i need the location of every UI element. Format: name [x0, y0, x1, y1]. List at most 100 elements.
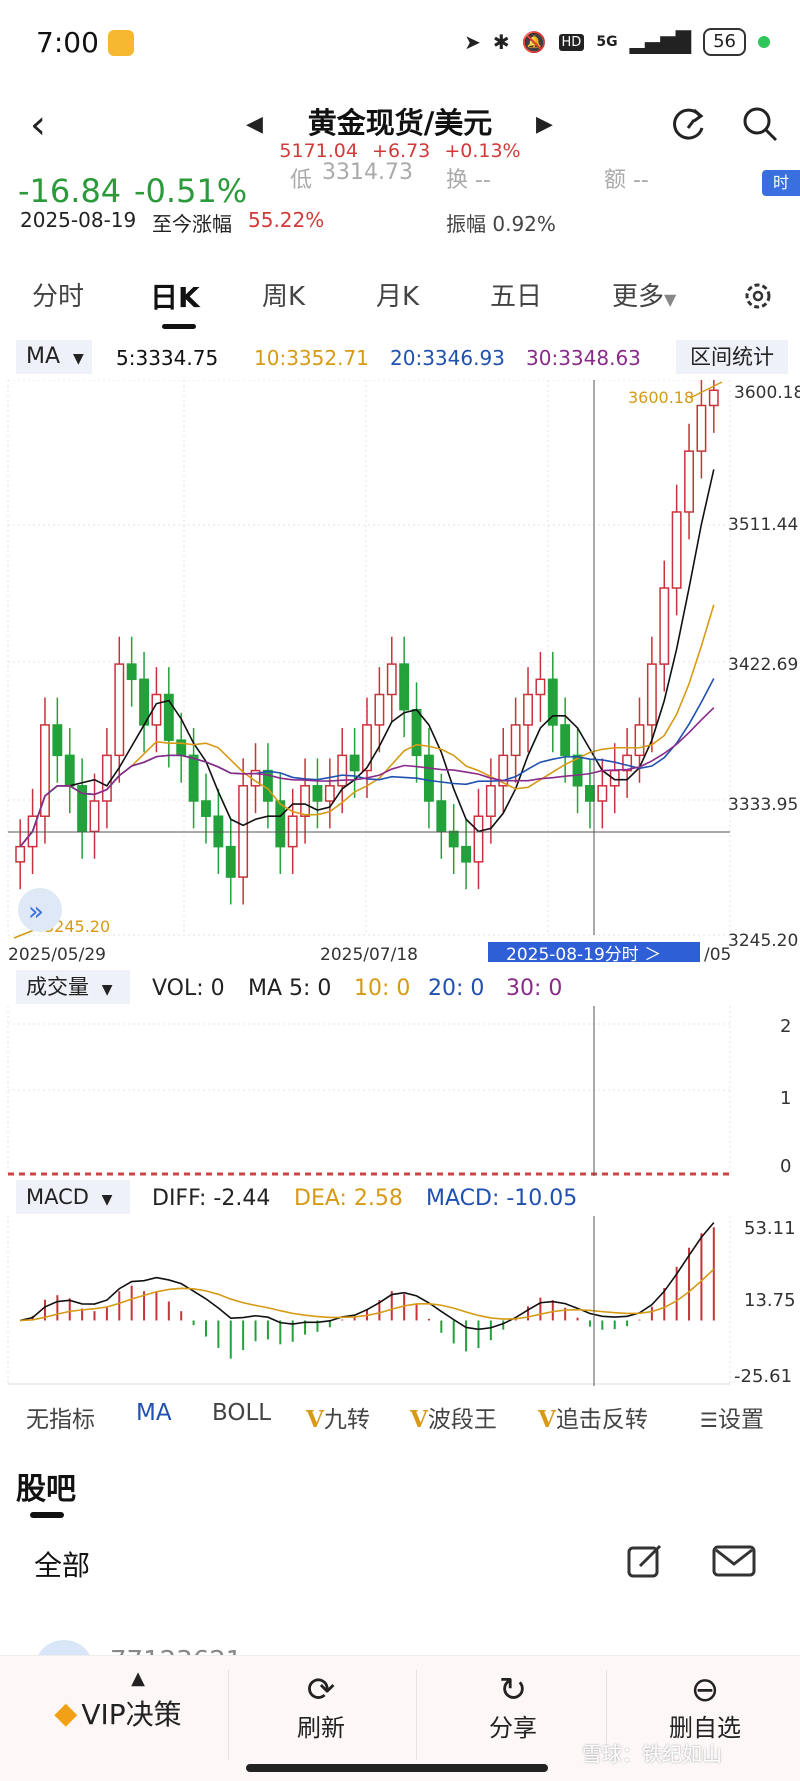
- candle-body: [349, 754, 360, 772]
- refresh-icon[interactable]: [668, 104, 708, 144]
- tab-more-label: 更多: [612, 282, 665, 312]
- y-label-3: 3422.69: [728, 655, 798, 675]
- macd-diff-line: [20, 1222, 715, 1331]
- indicator-jiuzhuan[interactable]: V九转: [306, 1400, 370, 1434]
- share-button[interactable]: ↻ 分享: [468, 1672, 558, 1743]
- candle-body: [634, 724, 645, 757]
- macd-diff: DIFF: -2.44: [152, 1186, 271, 1211]
- sliders-icon: ☰: [700, 1408, 718, 1432]
- indicator-none[interactable]: 无指标: [26, 1407, 95, 1433]
- candle-body: [201, 800, 211, 817]
- candle-body: [585, 785, 595, 802]
- mail-icon[interactable]: [712, 1544, 756, 1578]
- v-icon: V: [306, 1406, 324, 1433]
- candle-body: [684, 450, 694, 513]
- ma30-line: [19, 707, 715, 848]
- macd-chart: 53.11 13.75 -25.61: [7, 1216, 796, 1387]
- remove-label: 删自选: [669, 1714, 741, 1742]
- candle-body: [312, 785, 323, 802]
- tab-five-day[interactable]: 五日: [490, 282, 543, 312]
- vip-button[interactable]: ▲ ◆ VIP决策: [38, 1668, 198, 1733]
- range-stats-button[interactable]: 区间统计: [676, 340, 788, 374]
- volume-select[interactable]: 成交量 ▼: [16, 970, 130, 1004]
- minus-circle-icon: ⊖: [690, 1670, 720, 1710]
- v-icon: V: [410, 1406, 428, 1433]
- search-icon[interactable]: [740, 104, 780, 144]
- macd-select[interactable]: MACD ▼: [16, 1180, 130, 1214]
- tab-more[interactable]: 更多▼: [612, 276, 676, 313]
- next-stock-icon[interactable]: ▶: [536, 112, 553, 137]
- candle-body: [275, 800, 286, 848]
- back-icon[interactable]: ‹: [30, 102, 46, 148]
- time-badge[interactable]: 时: [762, 170, 800, 196]
- vip-label: VIP决策: [81, 1698, 182, 1731]
- candle-body: [411, 708, 422, 757]
- macd-y-label-1: 53.11: [744, 1218, 796, 1239]
- double-chevron-icon: »: [28, 897, 44, 927]
- x-label-mid: 2025/07/18: [320, 945, 418, 962]
- indicator-ma[interactable]: MA: [136, 1400, 172, 1426]
- indicator-boduan[interactable]: V波段王: [410, 1400, 497, 1434]
- candle-body: [287, 815, 298, 848]
- macd-value: MACD: -10.05: [426, 1186, 578, 1211]
- candlestick-chart[interactable]: 3600.18 3511.44 3422.69 3333.95 3245.20 …: [0, 380, 800, 962]
- gear-icon[interactable]: [742, 280, 774, 312]
- candle-body: [485, 785, 496, 817]
- candle-body: [708, 389, 719, 407]
- candle-body: [696, 404, 707, 452]
- candle-body: [572, 754, 583, 787]
- vol-y-label-2: 1: [780, 1088, 791, 1109]
- indicator-settings[interactable]: ☰设置: [700, 1400, 764, 1434]
- vip-diamond-icon: ◆: [54, 1695, 78, 1731]
- y-label-1: 3600.18: [734, 383, 800, 403]
- battery-icon: 56: [703, 28, 746, 56]
- prev-stock-icon[interactable]: ◀: [246, 112, 263, 137]
- candle-body: [64, 754, 75, 787]
- vol-value: VOL: 0: [152, 976, 225, 1001]
- candle-body: [89, 800, 100, 833]
- refresh-label: 刷新: [297, 1714, 345, 1742]
- home-indicator: [246, 1764, 548, 1772]
- vol-ma10: 10: 0: [354, 976, 411, 1001]
- ma-select[interactable]: MA ▼: [16, 340, 92, 374]
- chevron-down-icon: ▼: [101, 982, 113, 998]
- cursor-date-button[interactable]: [488, 942, 700, 962]
- vol-y-label-3: 0: [780, 1156, 791, 1176]
- change-abs: -16.84: [18, 172, 122, 210]
- indicator-boll[interactable]: BOLL: [212, 1400, 272, 1426]
- candle-body: [337, 754, 348, 787]
- macd-y-label-3: -25.61: [734, 1366, 792, 1387]
- candle-body: [510, 724, 521, 757]
- refresh-button[interactable]: ⟳ 刷新: [276, 1672, 366, 1743]
- tab-week-k[interactable]: 周K: [262, 282, 306, 312]
- low-value: 3314.73: [322, 160, 413, 185]
- ma5-line: [19, 469, 715, 848]
- ma10-value: 10:3352.71: [254, 346, 369, 370]
- amp-value: 0.92%: [492, 212, 556, 236]
- indicator-zhuiji[interactable]: V追击反转: [538, 1400, 648, 1434]
- remove-watchlist-button[interactable]: ⊖ 删自选: [650, 1672, 760, 1743]
- tab-month-k[interactable]: 月K: [376, 282, 420, 312]
- refresh-cycle-icon: ⟳: [306, 1670, 336, 1710]
- tab-day-k[interactable]: 日K: [150, 281, 200, 314]
- price-change-pct: +0.13%: [444, 140, 521, 162]
- macd-y-label-2: 13.75: [744, 1290, 796, 1311]
- candle-body: [535, 678, 546, 696]
- macd-histogram: [31, 1227, 715, 1359]
- macd-dea: DEA: 2.58: [294, 1186, 403, 1211]
- forum-filter-all[interactable]: 全部: [34, 1549, 91, 1582]
- page-title: 黄金现货/美元: [307, 106, 493, 140]
- x-label-end: /05: [704, 945, 731, 962]
- vol-ma30: 30: 0: [506, 976, 563, 1001]
- high-marker-line: [689, 381, 723, 399]
- macd-lines: [20, 1222, 715, 1331]
- expand-icon[interactable]: [18, 888, 62, 932]
- candle-body: [436, 800, 447, 833]
- candle-body: [622, 754, 633, 772]
- bottom-separator: [606, 1670, 607, 1760]
- edit-icon[interactable]: [626, 1542, 664, 1580]
- since-label: 至今涨幅: [152, 212, 232, 236]
- forum-title[interactable]: 股吧: [16, 1472, 76, 1507]
- indicator-jiuzhuan-label: 九转: [323, 1407, 370, 1433]
- tab-fenshi[interactable]: 分时: [32, 282, 85, 312]
